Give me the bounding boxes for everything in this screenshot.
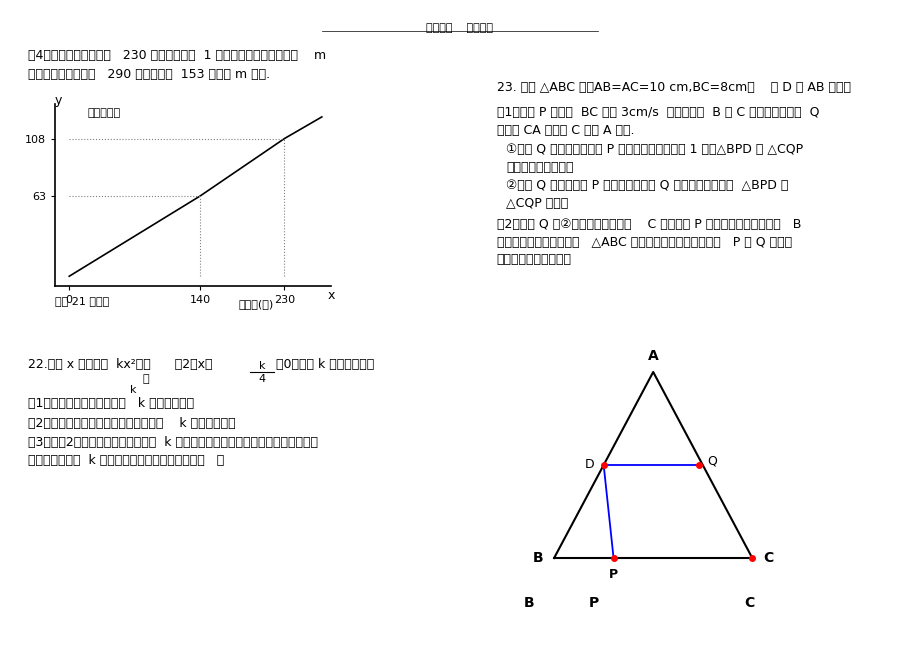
Text: △CQP 全等？: △CQP 全等？ [505, 197, 568, 210]
Text: （1）如原方程有实数解，求   k 的取值范围；: （1）如原方程有实数解，求 k 的取值范围； [28, 397, 194, 410]
Text: k: k [130, 385, 137, 395]
Text: 元，小刚家某月用电   290 度，交电费  153 元，求 m 的值.: 元，小刚家某月用电 290 度，交电费 153 元，求 m 的值. [28, 68, 269, 81]
Text: 用电量(度): 用电量(度) [238, 299, 274, 309]
Text: （4）在每月用电量超过   230 度时，每多用  1 度电要比其次档多付电费    m: （4）在每月用电量超过 230 度时，每多用 1 度电要比其次档多付电费 m [28, 49, 325, 62]
Text: x: x [327, 289, 335, 302]
Text: ＝0，其中 k 是实数，就：: ＝0，其中 k 是实数，就： [276, 358, 374, 371]
Text: D: D [584, 458, 594, 471]
Text: P: P [587, 596, 598, 610]
Text: （1）如点 P 在线段  BC 上以 3cm/s  的速度由点  B 向 C 点运动，同时点  Q: （1）如点 P 在线段 BC 上以 3cm/s 的速度由点 B 向 C 点运动，… [496, 106, 819, 119]
Text: （2）如点 Q 以②中的运动速度从点    C 动身，点 P 以原先的运动速度从点   B: （2）如点 Q 以②中的运动速度从点 C 动身，点 P 以原先的运动速度从点 B [496, 218, 800, 231]
Text: y: y [54, 94, 62, 107]
Text: C: C [762, 551, 772, 565]
Text: 学习必备    欢迎下载: 学习必备 欢迎下载 [426, 23, 493, 33]
Text: （3）在〔2〕条件下，是否存在实数  k 使得原方程的两个实数根的倒数和等于零？: （3）在〔2〕条件下，是否存在实数 k 使得原方程的两个实数根的倒数和等于零？ [28, 436, 317, 449]
Text: Q: Q [707, 455, 717, 468]
Text: B: B [532, 551, 543, 565]
Text: 同时动身，都逆时针沿着   △ABC 三边运动，闯经过多少秒，   P 和 Q 第一次: 同时动身，都逆时针沿着 △ABC 三边运动，闯经过多少秒， P 和 Q 第一次 [496, 236, 791, 249]
Text: P: P [608, 568, 618, 581]
Text: 〔第 21 题图〕: 〔第 21 题图〕 [55, 296, 109, 306]
Text: 相遇，并求在哪边上？: 相遇，并求在哪边上？ [496, 253, 572, 266]
Text: 在线段 CA 上由点 C 向点 A 运动.: 在线段 CA 上由点 C 向点 A 运动. [496, 124, 633, 137]
Text: A: A [647, 349, 658, 363]
Text: （2）如原方程有两个不等的实数根，就    k 的取值范围；: （2）如原方程有两个不等的实数根，就 k 的取值范围； [28, 417, 235, 430]
Text: 4: 4 [258, 374, 266, 384]
Text: 如存在，恳求出  k 的数值；如不存在，请说明理由   ．: 如存在，恳求出 k 的数值；如不存在，请说明理由 ． [28, 454, 223, 467]
Text: 22.关于 x 的方程：  kx²＋（      ＋2）x＋: 22.关于 x 的方程： kx²＋（ ＋2）x＋ [28, 358, 212, 371]
Text: ①如点 Q 的运动速度与点 P 运动速度相同，经过 1 秒，△BPD 与 △CQP: ①如点 Q 的运动速度与点 P 运动速度相同，经过 1 秒，△BPD 与 △CQ… [505, 143, 802, 156]
Text: ②如点 Q 的速度与点 P 的速度不同，当 Q 的速度为多少时，  △BPD 与: ②如点 Q 的速度与点 P 的速度不同，当 Q 的速度为多少时， △BPD 与 [505, 179, 788, 192]
Text: k: k [258, 361, 266, 371]
Text: B: B [523, 596, 534, 610]
Text: （: （ [142, 374, 149, 384]
Text: C: C [743, 596, 754, 610]
Text: 23. 已知 △ABC 中，AB=AC=10 cm,BC=8cm，    点 D 为 AB 的中点: 23. 已知 △ABC 中，AB=AC=10 cm,BC=8cm， 点 D 为 … [496, 81, 850, 94]
Text: 电费（元）: 电费（元） [88, 108, 121, 118]
Text: 是否全等？为什么？: 是否全等？为什么？ [505, 161, 573, 174]
